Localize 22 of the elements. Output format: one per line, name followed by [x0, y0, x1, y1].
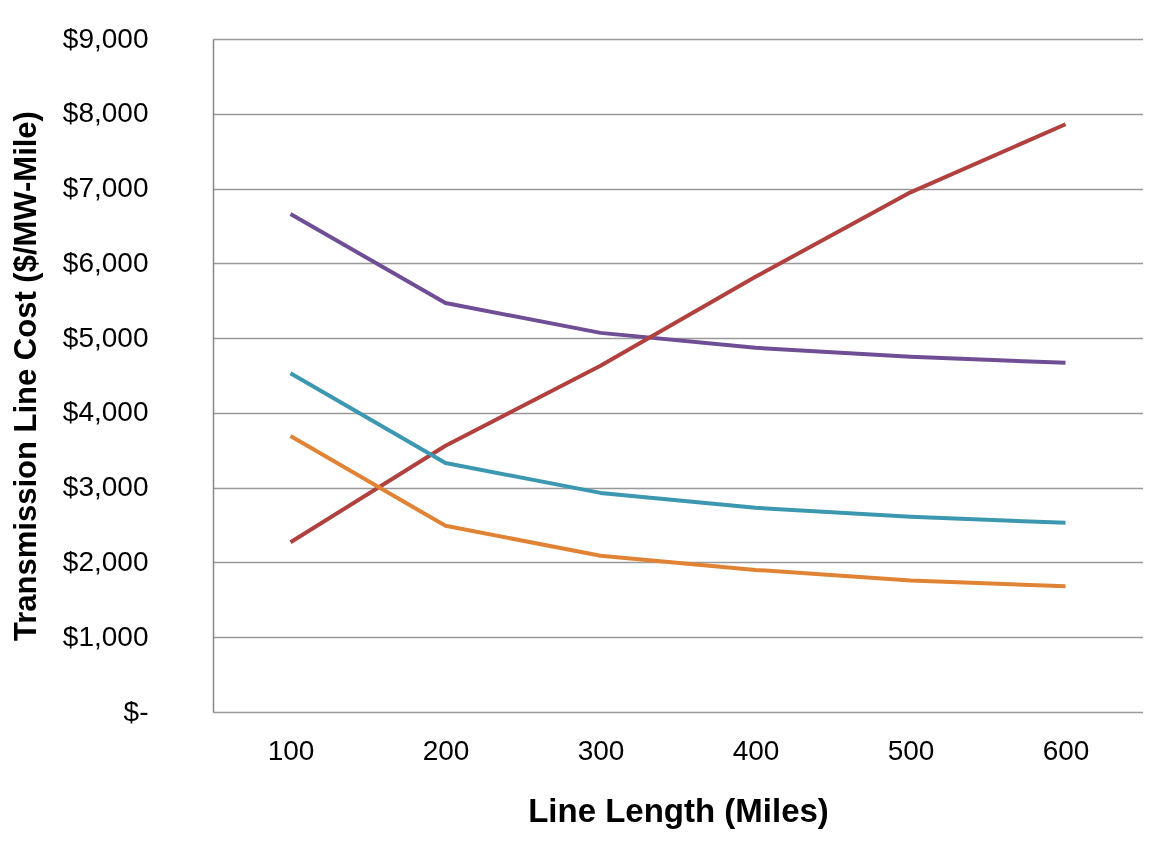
- line-series: [288, 122, 1068, 545]
- y-tick-label: $-: [123, 695, 149, 727]
- y-tick-label: $8,000: [62, 97, 149, 129]
- x-tick-label: 200: [422, 734, 470, 766]
- y-tick-label: $1,000: [62, 620, 149, 652]
- y-tick-label: $4,000: [62, 396, 149, 428]
- x-tick-label: 300: [577, 734, 625, 766]
- x-axis-title: Line Length (Miles): [528, 791, 829, 829]
- x-tick-label: 100: [267, 734, 315, 766]
- y-axis-title: Transmission Line Cost ($/MW-Mile): [7, 111, 43, 641]
- line-series: [288, 211, 1068, 365]
- y-tick-label: $7,000: [62, 172, 149, 204]
- y-tick-label: $6,000: [62, 246, 149, 278]
- line-series: [288, 371, 1068, 525]
- y-tick-label: $5,000: [62, 321, 149, 353]
- y-tick-label: $3,000: [62, 471, 149, 503]
- y-tick-label: $9,000: [62, 22, 149, 54]
- x-tick-label: 400: [732, 734, 780, 766]
- x-tick-label: 600: [1042, 734, 1090, 766]
- x-tick-label: 500: [887, 734, 935, 766]
- line-series: [288, 434, 1068, 589]
- y-tick-label: $2,000: [62, 545, 149, 577]
